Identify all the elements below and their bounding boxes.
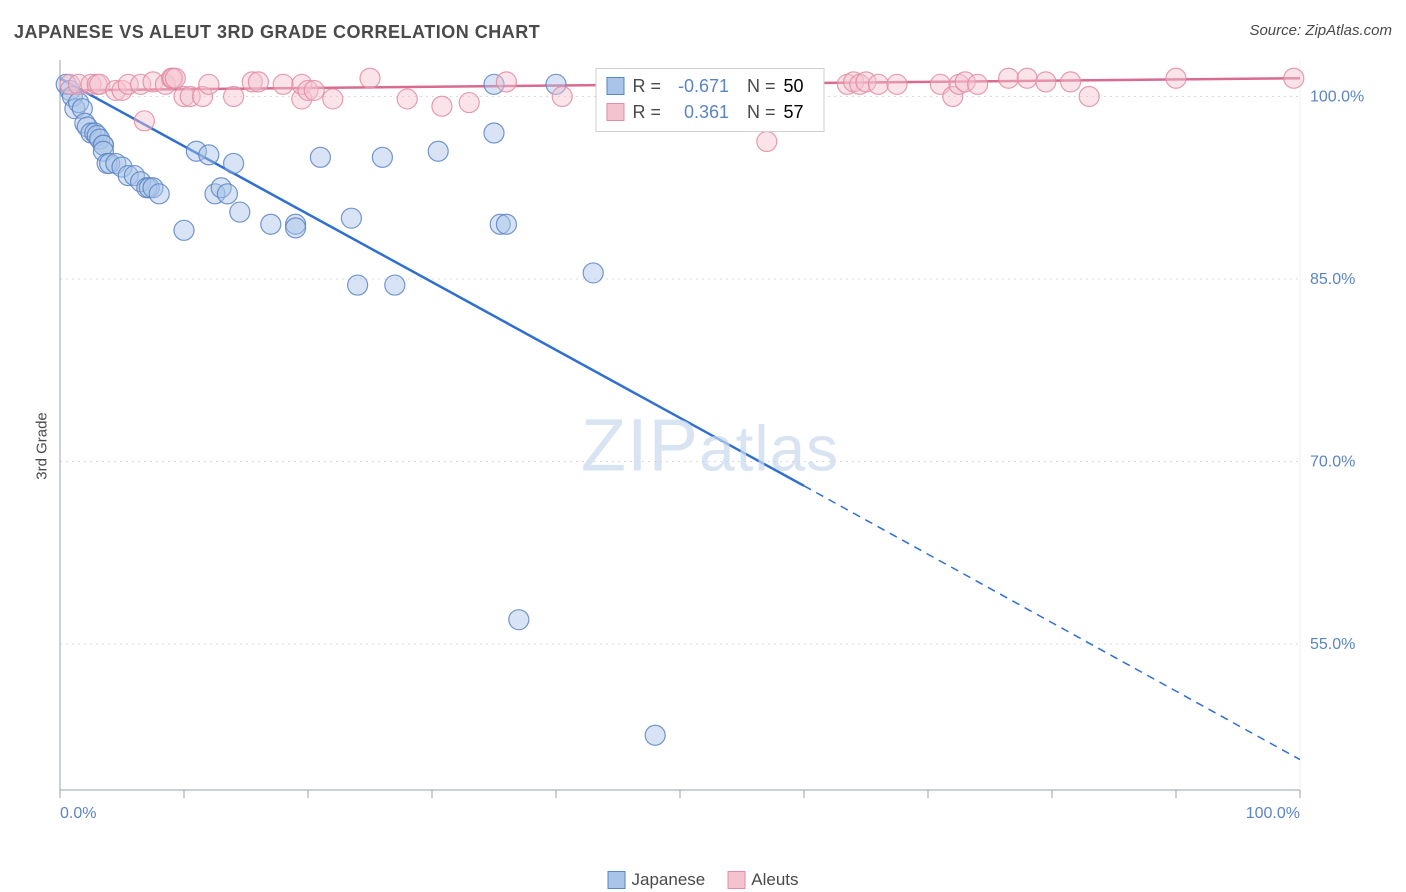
legend-item-japanese: Japanese [608,870,706,890]
legend-label-japanese: Japanese [632,870,706,890]
stats-n-label: N = [747,76,776,97]
legend-label-aleuts: Aleuts [751,870,798,890]
stats-n-value-japanese: 50 [784,76,814,97]
swatch-japanese [608,871,626,889]
swatch-aleuts [606,103,624,121]
swatch-japanese [606,77,624,95]
chart-container: JAPANESE VS ALEUT 3RD GRADE CORRELATION … [0,0,1406,892]
source-attribution: Source: ZipAtlas.com [1249,22,1392,39]
stats-row-japanese: R = -0.671 N = 50 [606,73,813,99]
stats-row-aleuts: R = 0.361 N = 57 [606,99,813,125]
svg-text:0.0%: 0.0% [60,805,96,822]
stats-r-value-aleuts: 0.361 [669,102,729,123]
svg-text:100.0%: 100.0% [1246,805,1300,822]
stats-r-label: R = [632,102,661,123]
swatch-aleuts [727,871,745,889]
plot-area: 55.0%70.0%85.0%100.0%0.0%100.0% ZIPatlas… [50,60,1370,830]
svg-text:100.0%: 100.0% [1310,89,1364,106]
stats-n-label: N = [747,102,776,123]
stats-box: R = -0.671 N = 50 R = 0.361 N = 57 [595,68,824,132]
legend: Japanese Aleuts [608,870,799,890]
legend-item-aleuts: Aleuts [727,870,798,890]
stats-r-label: R = [632,76,661,97]
svg-text:55.0%: 55.0% [1310,636,1355,653]
svg-text:70.0%: 70.0% [1310,454,1355,471]
y-axis-label: 3rd Grade [33,412,50,480]
chart-title: JAPANESE VS ALEUT 3RD GRADE CORRELATION … [14,22,540,43]
scatter-svg: 55.0% 70.0% 85.0% 100.0% 0.0% 100.0% [50,60,1370,830]
stats-n-value-aleuts: 57 [784,102,814,123]
svg-text:85.0%: 85.0% [1310,271,1355,288]
stats-r-value-japanese: -0.671 [669,76,729,97]
